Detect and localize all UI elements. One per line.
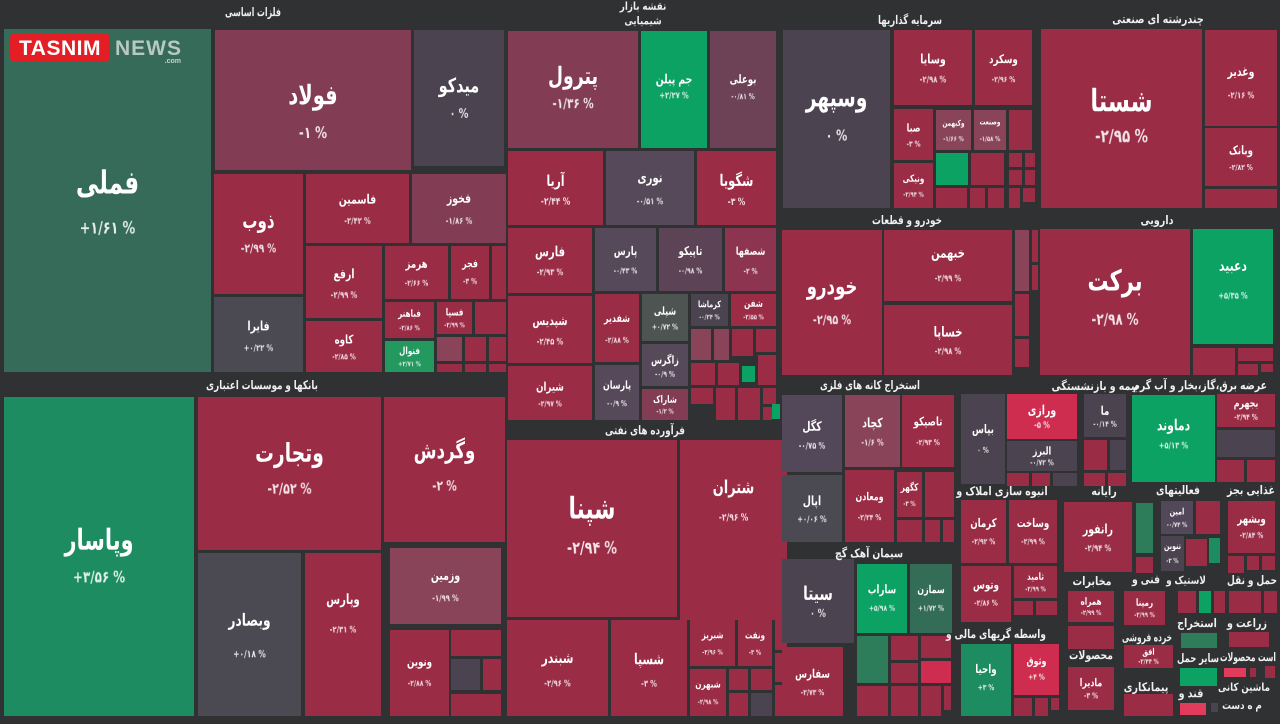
svg-text:NEWS: NEWS [115, 37, 182, 60]
svg-text:TASNIM: TASNIM [19, 37, 101, 60]
svg-text:.com: .com [165, 58, 181, 65]
